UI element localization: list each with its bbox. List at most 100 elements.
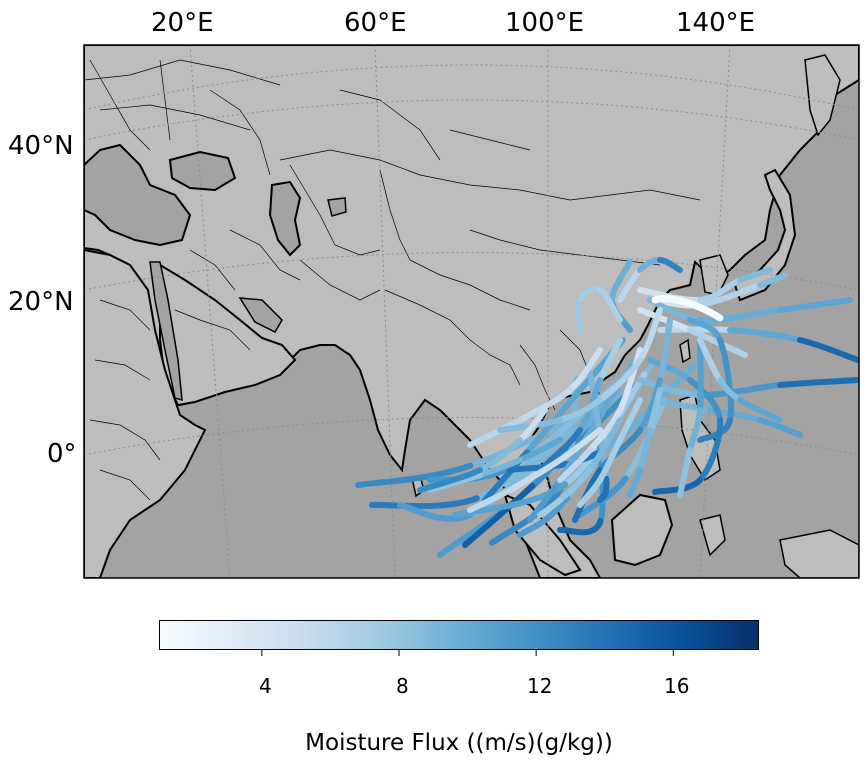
trajectory-segment (637, 307, 663, 363)
trajectory-segment (651, 295, 724, 322)
trajectory-segment (757, 417, 803, 438)
trajectory-segment (657, 257, 683, 273)
lon-label: 60°E (344, 8, 407, 38)
trajectory-segment (647, 357, 693, 383)
land-africa (84, 248, 207, 578)
colorbar-tick-label: 8 (396, 674, 409, 698)
trajectory-segment (489, 483, 565, 546)
trajectory-segment (517, 387, 573, 423)
trajectory-segment (597, 337, 623, 383)
trajectory-segment (517, 494, 571, 538)
trajectory-segment (697, 307, 783, 324)
lat-label: 20°N (8, 287, 74, 317)
trajectory-segment (697, 417, 724, 483)
trajectory-segment (637, 377, 703, 398)
trajectory-segment (597, 427, 643, 473)
colorbar-tick-label: 4 (259, 674, 272, 698)
black-sea (168, 150, 237, 192)
red-sea (149, 261, 183, 402)
mediterranean-sea (84, 143, 192, 247)
map-frame (83, 44, 860, 579)
trajectory-segment (687, 317, 723, 343)
land-borneo (610, 493, 674, 567)
trajectory-segment (575, 297, 583, 333)
trajectory-segment (609, 259, 633, 303)
trajectory-segment (687, 377, 723, 423)
trajectory-segment (597, 437, 623, 483)
trajectory-segment (417, 467, 483, 493)
colorbar-tick-label: 16 (664, 674, 690, 698)
trajectory-segment (557, 427, 603, 463)
trajectory-segment (637, 307, 693, 333)
trajectory-segment (697, 337, 723, 383)
trajectory-segment (369, 495, 480, 510)
trajectory-segment (497, 417, 563, 433)
trajectory-segment (587, 407, 623, 453)
country-borders (84, 59, 701, 501)
trajectory-segment (777, 297, 853, 313)
land-taiwan (679, 338, 691, 364)
trajectory-segment (617, 397, 643, 443)
trajectory-segment (697, 417, 733, 443)
trajectory-segment (657, 317, 673, 383)
trajectory-segment (477, 457, 523, 478)
persian-gulf (238, 297, 283, 333)
trajectory-segment (637, 377, 663, 433)
trajectory-segment (577, 477, 603, 508)
trajectory-segment (757, 272, 788, 288)
trajectory-segment (717, 337, 734, 423)
trajectory-segment (587, 417, 623, 473)
trajectory-segment (687, 407, 703, 453)
trajectory-segment (567, 347, 603, 393)
trajectory-segment (797, 337, 859, 363)
land-new-guinea (779, 529, 859, 578)
trajectory-segment (517, 407, 548, 443)
lat-label: 40°N (8, 131, 74, 161)
trajectory-segment (597, 475, 610, 503)
trajectory-segment (557, 447, 593, 483)
trajectory-segment (737, 397, 783, 423)
trajectory-segment (737, 267, 773, 283)
trajectory-segment (517, 437, 563, 463)
lat-label: 0° (47, 439, 77, 469)
trajectory-segment (355, 462, 474, 488)
trajectory-segment (617, 347, 643, 413)
lon-label: 140°E (676, 8, 756, 38)
colorbar-tick-label: 12 (527, 674, 553, 698)
trajectory-layer (355, 257, 859, 558)
trajectory-segment (467, 487, 513, 513)
trajectory-segment (557, 518, 604, 536)
trajectory-segment (597, 287, 623, 323)
land-sulawesi (699, 514, 726, 557)
trajectory-segment (507, 457, 563, 493)
land-kamchatka (804, 54, 841, 137)
trajectory-segment (727, 327, 803, 343)
aral-sea (327, 197, 347, 217)
trajectory-segment (597, 357, 643, 403)
lon-label: 100°E (505, 8, 585, 38)
trajectory-segment (397, 502, 473, 522)
trajectory-segment (537, 497, 563, 518)
trajectory-segment (647, 387, 663, 433)
caspian-sea (268, 180, 302, 257)
trajectory-segment (697, 282, 763, 308)
trajectory-segment (467, 417, 523, 448)
trajectory-segment (477, 437, 523, 473)
trajectory-segment (627, 467, 643, 498)
land-japan (733, 168, 797, 302)
colorbar (159, 620, 759, 650)
colorbar-gradient (159, 620, 759, 650)
trajectory-segment (467, 388, 632, 469)
land-korea (699, 254, 729, 296)
trajectory-segment (697, 277, 743, 303)
trajectory-segment (652, 477, 703, 495)
trajectory-segment (697, 337, 704, 413)
lon-label: 20°E (151, 8, 214, 38)
trajectory-segment (777, 377, 859, 388)
trajectory-segment (462, 482, 536, 548)
trajectory-segment (677, 447, 693, 498)
map-area (84, 45, 859, 578)
trajectory-segment (557, 397, 603, 423)
colorbar-title: Moisture Flux ((m/s)(g/kg)) (305, 730, 613, 756)
